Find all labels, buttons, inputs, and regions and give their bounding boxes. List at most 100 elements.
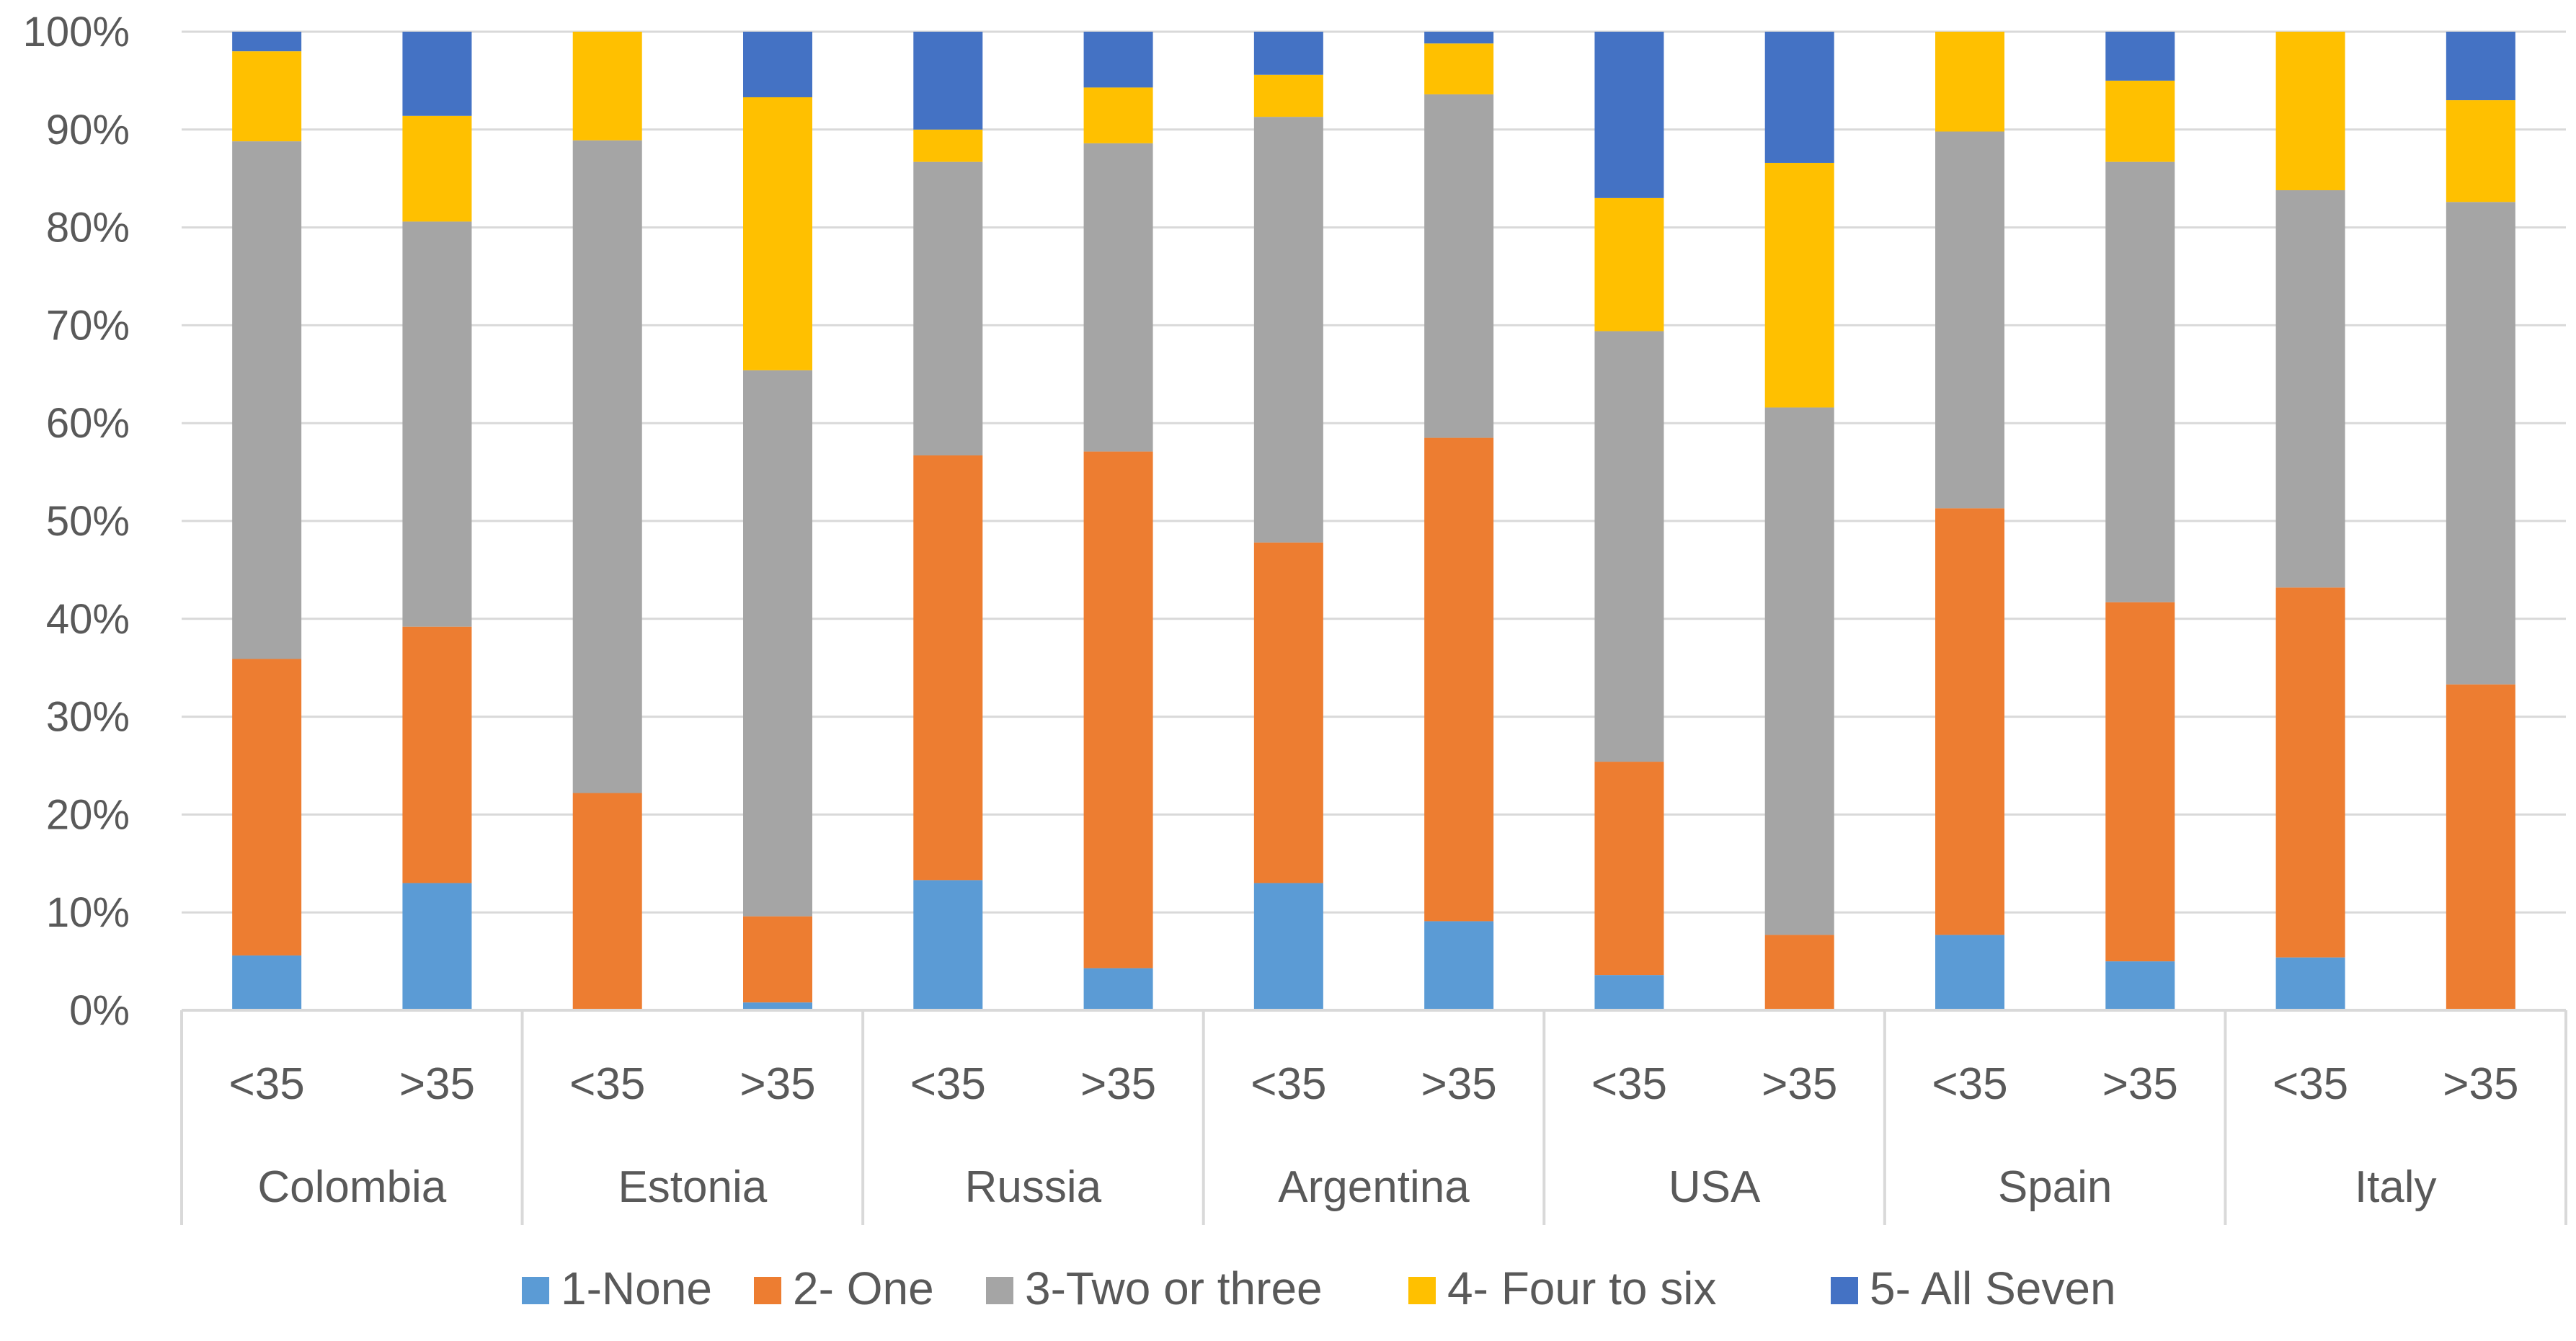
x-subcategory-label: >35 [1421, 1059, 1497, 1109]
bar-segment [743, 1002, 812, 1010]
y-tick-label: 70% [46, 302, 130, 349]
x-subcategory-label: <35 [1251, 1059, 1326, 1109]
bar-segment [402, 883, 472, 1010]
bar-segment [1764, 407, 1834, 935]
x-group-label: Estonia [618, 1162, 767, 1212]
y-tick-label: 10% [46, 889, 130, 936]
bar-segment [1083, 87, 1153, 143]
bar-segment [1253, 883, 1323, 1010]
bars [232, 32, 2515, 1010]
bar-segment [572, 32, 642, 141]
bar-segment [1083, 451, 1153, 968]
bar-segment [1594, 762, 1664, 976]
bar-segment [913, 161, 983, 456]
bar-segment [2446, 100, 2515, 202]
legend-swatch [522, 1277, 549, 1304]
bar-segment [743, 97, 812, 370]
bar-segment [402, 32, 472, 116]
bar-segment [2105, 961, 2175, 1010]
bar-segment [913, 455, 983, 881]
bar-segment [1594, 197, 1664, 331]
x-subcategory-label: >35 [740, 1059, 815, 1109]
legend-label: 2- One [793, 1262, 934, 1314]
x-subcategory-label: >35 [399, 1059, 475, 1109]
bar-segment [1424, 437, 1494, 922]
bar-segment [1083, 968, 1153, 1010]
legend-label: 4- Four to six [1447, 1262, 1716, 1314]
bar-segment [1424, 94, 1494, 438]
x-group-label: USA [1669, 1162, 1761, 1212]
bar-segment [232, 659, 302, 955]
bar-segment [2105, 161, 2175, 602]
bar-segment [1253, 32, 1323, 75]
bar-segment [232, 141, 302, 659]
legend-label: 1-None [561, 1262, 712, 1314]
y-tick-label: 40% [46, 596, 130, 643]
x-subcategory-label: <35 [569, 1059, 645, 1109]
bar-segment [402, 221, 472, 627]
x-subcategory-label: <35 [1591, 1059, 1667, 1109]
x-group-label: Russia [965, 1162, 1102, 1212]
y-tick-label: 0% [69, 987, 130, 1034]
bar-segment [2446, 684, 2515, 1010]
bar-segment [2105, 602, 2175, 962]
bar-segment [1424, 43, 1494, 94]
bar-segment [2275, 587, 2345, 958]
bar-segment [232, 51, 302, 142]
bar-segment [1764, 162, 1834, 408]
x-category-labels: <35 >35 Colombia <35 >35 Estonia <35 >35 Russia <… [229, 1059, 2519, 1212]
legend-swatch [986, 1277, 1013, 1304]
bar-segment [2446, 32, 2515, 101]
bar-segment [2105, 80, 2175, 162]
bar-segment [913, 32, 983, 130]
bar-segment [1935, 131, 2004, 509]
bar-segment [232, 955, 302, 1010]
bar-segment [1594, 331, 1664, 762]
y-tick-label: 20% [46, 791, 130, 838]
x-group-label: Spain [1998, 1162, 2113, 1212]
bar-segment [402, 626, 472, 883]
y-tick-labels: 0% 10% 20% 30% 40% 50% 60% 70% 80% 90% 100% [23, 9, 130, 1034]
x-subcategory-label: >35 [2443, 1059, 2518, 1109]
y-tick-label: 60% [46, 400, 130, 447]
gridlines [182, 30, 2566, 914]
y-tick-label: 90% [46, 107, 130, 153]
bar-segment [1594, 975, 1664, 1010]
y-tick-label: 30% [46, 694, 130, 741]
bar-segment [2275, 190, 2345, 588]
bar-segment [1424, 32, 1494, 44]
bar-segment [1594, 32, 1664, 198]
x-subcategory-label: <35 [229, 1059, 305, 1109]
bar-segment [2105, 32, 2175, 81]
bar-segment [1253, 117, 1323, 543]
bar-segment [572, 793, 642, 1010]
x-group-label: Italy [2355, 1162, 2437, 1212]
bar-segment [1253, 542, 1323, 883]
legend: 1-None 2- One 3-Two or three 4- Four to six… [522, 1262, 2116, 1314]
x-subcategory-label: >35 [1762, 1059, 1837, 1109]
bar-segment [743, 32, 812, 97]
bar-segment [913, 129, 983, 162]
bar-segment [743, 916, 812, 1003]
bar-segment [1764, 32, 1834, 163]
bar-segment [232, 32, 302, 52]
legend-label: 3-Two or three [1025, 1262, 1323, 1314]
bar-segment [2275, 957, 2345, 1010]
x-subcategory-label: <35 [910, 1059, 986, 1109]
axes [180, 1009, 2567, 1225]
y-tick-label: 80% [46, 205, 130, 251]
bar-segment [572, 140, 642, 793]
y-tick-label: 50% [46, 498, 130, 545]
legend-swatch [754, 1277, 781, 1304]
bar-segment [402, 115, 472, 222]
x-subcategory-label: >35 [2102, 1059, 2178, 1109]
x-subcategory-label: <35 [1932, 1059, 2007, 1109]
bar-segment [913, 880, 983, 1010]
legend-label: 5- All Seven [1870, 1262, 2116, 1314]
bar-segment [2275, 32, 2345, 190]
bar-segment [1764, 935, 1834, 1010]
x-group-label: Argentina [1278, 1162, 1470, 1212]
bar-segment [1253, 74, 1323, 117]
x-subcategory-label: >35 [1080, 1059, 1156, 1109]
